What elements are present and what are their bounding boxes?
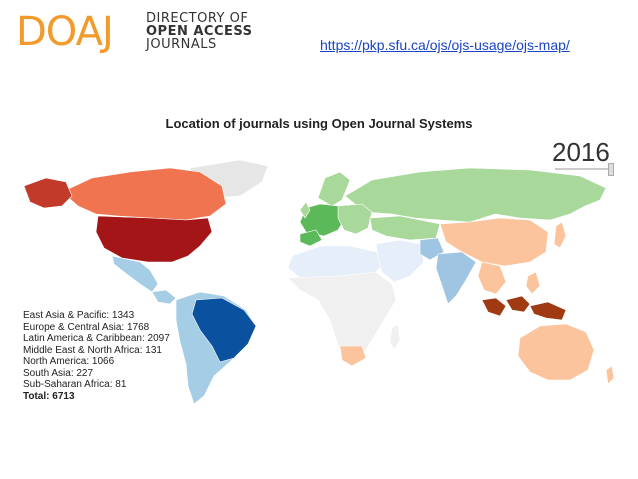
map-brazil: [191, 297, 257, 363]
map-philippines: [525, 271, 541, 295]
map-indonesia-west: [481, 297, 507, 317]
region-legend: East Asia & Pacific: 1343 Europe & Centr…: [23, 310, 170, 402]
map-uk: [299, 201, 311, 219]
legend-south-asia: South Asia: 227: [23, 367, 94, 379]
legend-sub-saharan-africa: Sub-Saharan Africa: 81: [23, 379, 127, 390]
map-indonesia-central: [505, 295, 531, 313]
logo-line-3: JOURNALS: [146, 37, 217, 52]
map-canada: [61, 167, 227, 221]
map-middle-east: [375, 239, 425, 283]
legend-middle-east-north-africa: Middle East & North Africa: 131: [23, 344, 162, 356]
map-usa: [95, 215, 213, 263]
map-australia: [517, 323, 595, 381]
year-slider-handle[interactable]: [608, 163, 615, 176]
year-label: 2016: [552, 137, 610, 167]
logo-line-1: DIRECTORY OF: [146, 11, 249, 26]
year-slider[interactable]: [555, 168, 613, 170]
map-title: Location of journals using Open Journal …: [165, 116, 473, 131]
legend-east-asia-pacific: East Asia & Pacific: 1343: [23, 310, 135, 321]
map-indochina: [477, 261, 507, 295]
legend-north-america: North America: 1066: [23, 356, 115, 367]
source-link[interactable]: https://pkp.sfu.ca/ojs/ojs-usage/ojs-map…: [320, 37, 570, 53]
doaj-logo-mark: DOAJ: [16, 9, 114, 55]
map-china: [439, 217, 549, 267]
map-russia: [344, 167, 607, 223]
doaj-logo: DOAJ DIRECTORY OF OPEN ACCESS JOURNALS: [16, 9, 256, 57]
map-indonesia-east: [529, 301, 567, 321]
doaj-logo-text: DIRECTORY OF OPEN ACCESS JOURNALS: [146, 12, 253, 51]
map-japan: [553, 221, 567, 249]
map-iberia: [299, 229, 323, 247]
legend-europe-central-asia: Europe & Central Asia: 1768: [23, 321, 150, 333]
map-central-asia: [369, 215, 441, 241]
map-new-zealand: [605, 365, 615, 385]
map-india: [435, 251, 477, 305]
map-alaska: [23, 177, 73, 209]
map-africa: [287, 271, 397, 363]
map-south-africa: [339, 345, 367, 367]
map-madagascar: [389, 323, 401, 351]
map-scandinavia: [317, 171, 351, 207]
legend-total: Total: 6713: [23, 390, 75, 402]
map-central-america: [151, 289, 177, 305]
map-europe-east: [337, 203, 373, 235]
logo-line-2: OPEN ACCESS: [146, 24, 253, 39]
legend-latin-america-caribbean: Latin America & Caribbean: 2097: [23, 333, 170, 344]
